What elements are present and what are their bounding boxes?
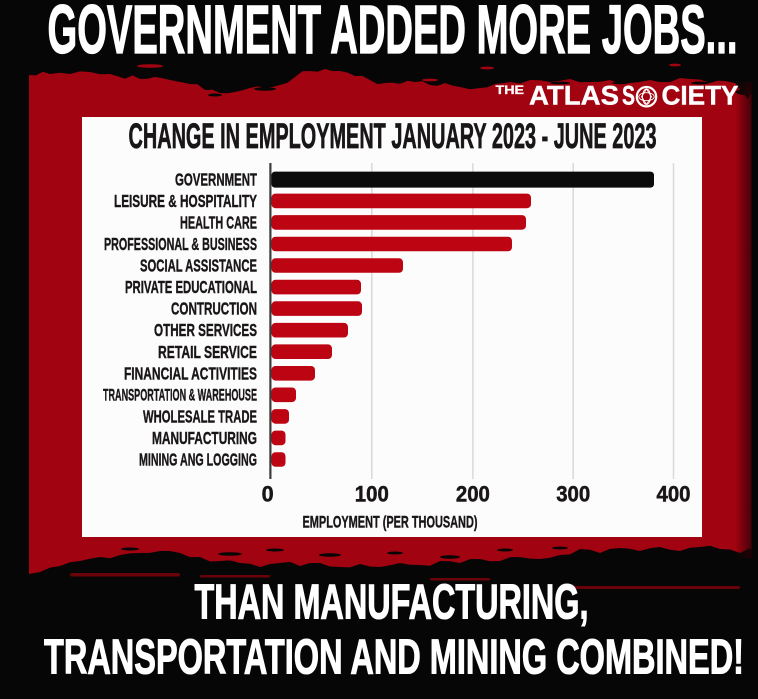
svg-text:100: 100: [355, 482, 389, 507]
svg-text:MINING ANG LOGGING: MINING ANG LOGGING: [139, 450, 257, 470]
svg-text:LEISURE & HOSPITALITY: LEISURE & HOSPITALITY: [114, 191, 257, 211]
svg-text:S: S: [622, 81, 635, 111]
svg-text:300: 300: [556, 482, 590, 507]
svg-text:200: 200: [456, 482, 490, 507]
svg-text:HEALTH CARE: HEALTH CARE: [180, 213, 257, 233]
svg-text:GOVERNMENT ADDED MORE JOBS...: GOVERNMENT ADDED MORE JOBS...: [48, 0, 738, 68]
svg-text:MANUFACTURING: MANUFACTURING: [152, 428, 257, 448]
svg-text:TRANSPORTATION & WAREHOUSE: TRANSPORTATION & WAREHOUSE: [103, 386, 257, 405]
svg-text:0: 0: [262, 482, 274, 507]
svg-text:PRIVATE EDUCATIONAL: PRIVATE EDUCATIONAL: [125, 277, 257, 297]
svg-text:CHANGE IN EMPLOYMENT JANUARY 2: CHANGE IN EMPLOYMENT JANUARY 2023 - JUNE…: [129, 116, 657, 156]
svg-text:CIETY: CIETY: [662, 81, 739, 111]
svg-text:WHOLESALE TRADE: WHOLESALE TRADE: [143, 406, 257, 426]
svg-text:ATLAS: ATLAS: [529, 81, 619, 111]
svg-text:GOVERNMENT: GOVERNMENT: [175, 169, 257, 189]
svg-text:FINANCIAL ACTIVITIES: FINANCIAL ACTIVITIES: [124, 363, 257, 383]
svg-text:OTHER SERVICES: OTHER SERVICES: [154, 320, 257, 340]
svg-text:EMPLOYMENT (PER THOUSAND): EMPLOYMENT (PER THOUSAND): [303, 513, 478, 531]
svg-text:SOCIAL ASSISTANCE: SOCIAL ASSISTANCE: [140, 256, 257, 276]
svg-text:RETAIL SERVICE: RETAIL SERVICE: [158, 342, 257, 362]
svg-text:CONTRUCTION: CONTRUCTION: [171, 299, 257, 319]
svg-text:PROFESSIONAL & BUSINESS: PROFESSIONAL & BUSINESS: [104, 234, 257, 254]
svg-text:THE: THE: [496, 83, 525, 97]
svg-text:400: 400: [657, 482, 691, 507]
svg-text:TRANSPORTATION AND MINING COMB: TRANSPORTATION AND MINING COMBINED!: [44, 631, 744, 685]
svg-text:THAN MANUFACTURING,: THAN MANUFACTURING,: [195, 576, 589, 630]
